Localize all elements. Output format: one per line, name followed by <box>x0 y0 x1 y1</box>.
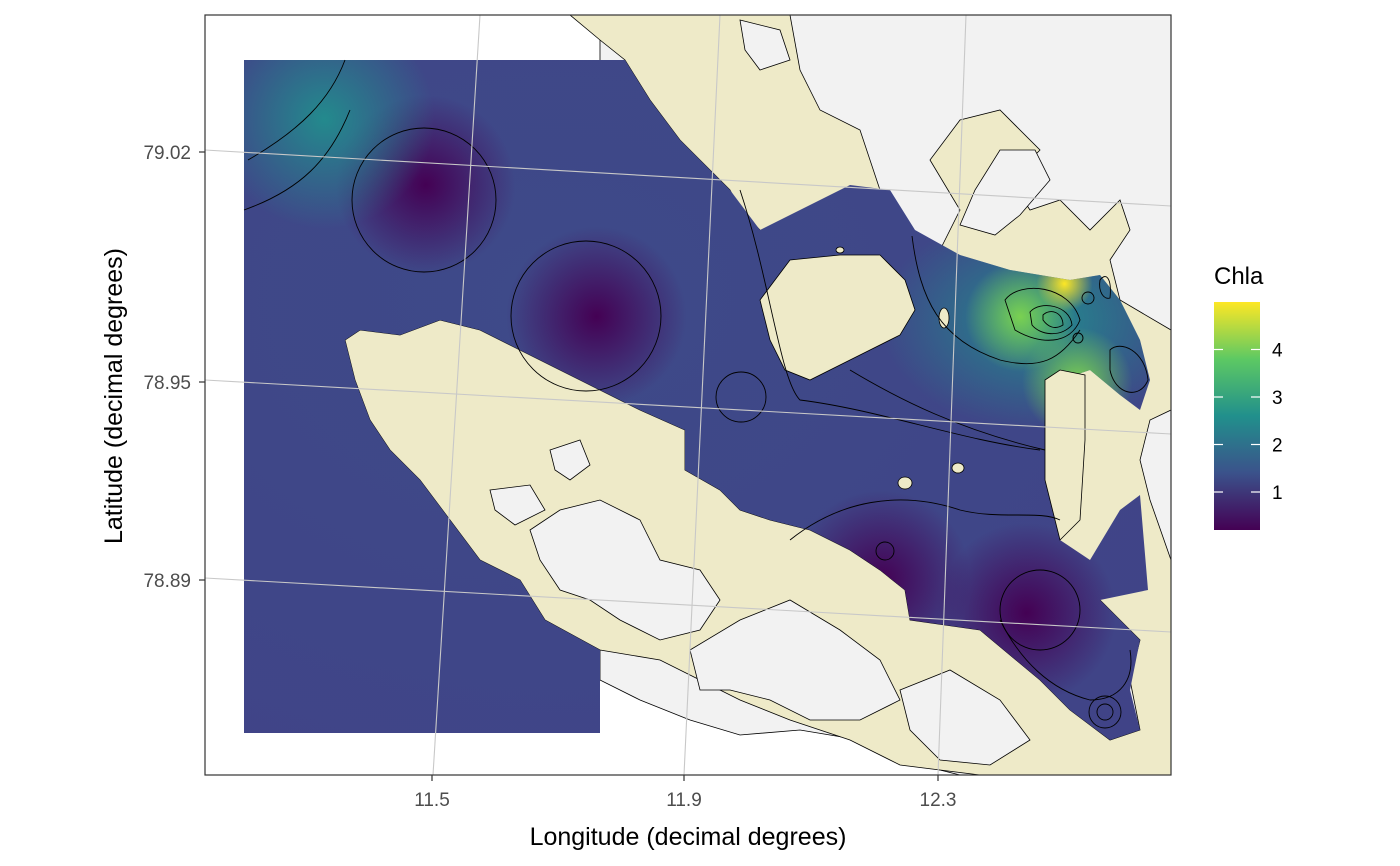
legend: Chla 1 2 3 4 <box>1214 263 1283 530</box>
chla-hotspot <box>244 60 435 230</box>
glacier-patch <box>739 19 791 71</box>
y-tick-label: 78.89 <box>143 571 191 592</box>
contour-lines <box>243 59 1149 729</box>
legend-label: 3 <box>1272 388 1283 409</box>
panel-border <box>204 14 1172 776</box>
glacier-patch <box>489 484 546 526</box>
chla-hotspot <box>506 226 687 407</box>
glacier-patch <box>899 669 1031 766</box>
legend-colorbar <box>1214 302 1260 530</box>
x-axis-title: Longitude (decimal degrees) <box>530 823 847 851</box>
islet <box>835 246 845 254</box>
x-tick-label: 12.3 <box>920 790 957 811</box>
y-tick-label: 79.02 <box>143 143 191 164</box>
islet <box>897 476 913 490</box>
legend-label: 2 <box>1272 436 1283 457</box>
legend-title: Chla <box>1214 263 1264 290</box>
glacier-patch <box>549 439 591 481</box>
islet <box>951 462 965 474</box>
y-axis-title: Latitude (decimal degrees) <box>100 248 128 544</box>
x-tick-label: 11.9 <box>666 790 702 811</box>
glacier-patch <box>529 499 721 641</box>
x-tick-label: 11.5 <box>414 790 450 811</box>
axis-ticks <box>199 151 939 781</box>
land-east-strip <box>1044 369 1086 541</box>
legend-label: 4 <box>1272 341 1283 362</box>
legend-label: 1 <box>1272 483 1283 504</box>
graticule <box>205 15 1171 775</box>
land-island <box>759 254 916 381</box>
glacier-patch <box>959 149 1051 236</box>
glacier-patch <box>689 599 901 721</box>
y-tick-label: 78.95 <box>143 373 191 394</box>
